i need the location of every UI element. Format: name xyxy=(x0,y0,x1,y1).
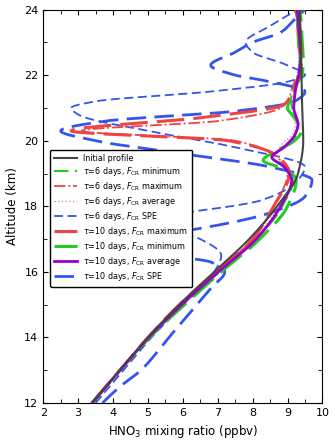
Legend: Initial profile, $\tau$=6 days, $F_{\rm CR}$ minimum, $\tau$=6 days, $F_{\rm CR}: Initial profile, $\tau$=6 days, $F_{\rm … xyxy=(50,150,192,287)
X-axis label: HNO$_3$ mixing ratio (ppbv): HNO$_3$ mixing ratio (ppbv) xyxy=(108,423,258,441)
Y-axis label: Altitude (km): Altitude (km) xyxy=(6,167,18,245)
